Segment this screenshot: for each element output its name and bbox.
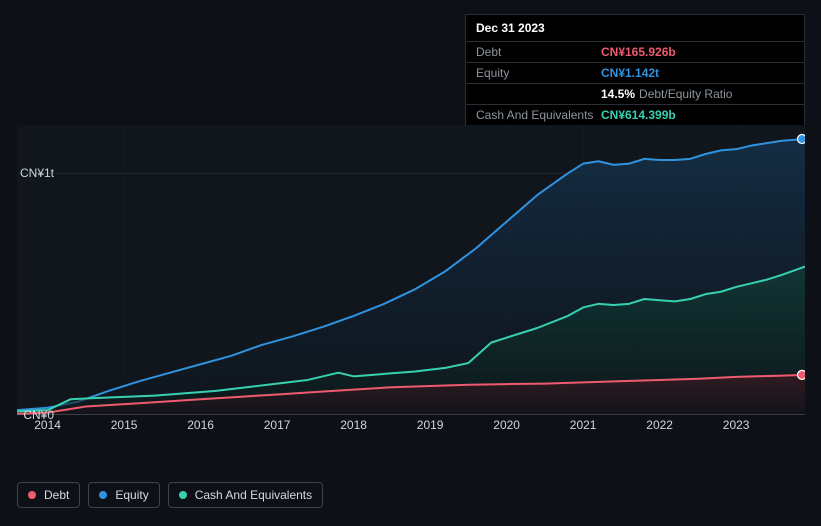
legend-dot-icon [99,491,107,499]
tooltip-row-value: CN¥1.142t [601,66,794,80]
x-axis-tick: 2017 [264,418,291,432]
legend-label: Equity [115,488,148,502]
chart-area[interactable] [17,125,805,435]
tooltip-row: 14.5%Debt/Equity Ratio [466,84,804,105]
legend-label: Debt [44,488,69,502]
x-axis-tick: 2016 [187,418,214,432]
legend-label: Cash And Equivalents [195,488,312,502]
tooltip-row: EquityCN¥1.142t [466,63,804,84]
tooltip-row: Cash And EquivalentsCN¥614.399b [466,105,804,125]
x-axis-tick: 2019 [417,418,444,432]
x-axis-tick: 2022 [646,418,673,432]
x-axis-tick: 2023 [723,418,750,432]
x-axis-tick: 2018 [340,418,367,432]
tooltip-row-label: Cash And Equivalents [476,108,601,122]
y-axis-label: CN¥1t [0,166,54,180]
tooltip-row-value: CN¥165.926b [601,45,794,59]
tooltip-row-value: CN¥614.399b [601,108,794,122]
x-axis-ticks: 2014201520162017201820192020202120222023 [17,418,805,438]
x-axis-tick: 2020 [493,418,520,432]
chart-legend: Debt Equity Cash And Equivalents [17,482,323,508]
tooltip-row: DebtCN¥165.926b [466,42,804,63]
legend-dot-icon [179,491,187,499]
tooltip-row-value: 14.5%Debt/Equity Ratio [601,87,794,101]
tooltip-row-label [476,87,601,101]
chart-tooltip: Dec 31 2023 DebtCN¥165.926bEquityCN¥1.14… [465,14,805,126]
legend-item-equity[interactable]: Equity [88,482,159,508]
tooltip-row-label: Debt [476,45,601,59]
legend-dot-icon [28,491,36,499]
y-axis-label: CN¥0 [0,408,54,422]
debt-equity-chart [17,125,805,415]
tooltip-row-label: Equity [476,66,601,80]
legend-item-debt[interactable]: Debt [17,482,80,508]
tooltip-date: Dec 31 2023 [466,15,804,42]
x-axis-tick: 2021 [570,418,597,432]
legend-item-cash-and-equivalents[interactable]: Cash And Equivalents [168,482,323,508]
x-axis-tick: 2015 [111,418,138,432]
